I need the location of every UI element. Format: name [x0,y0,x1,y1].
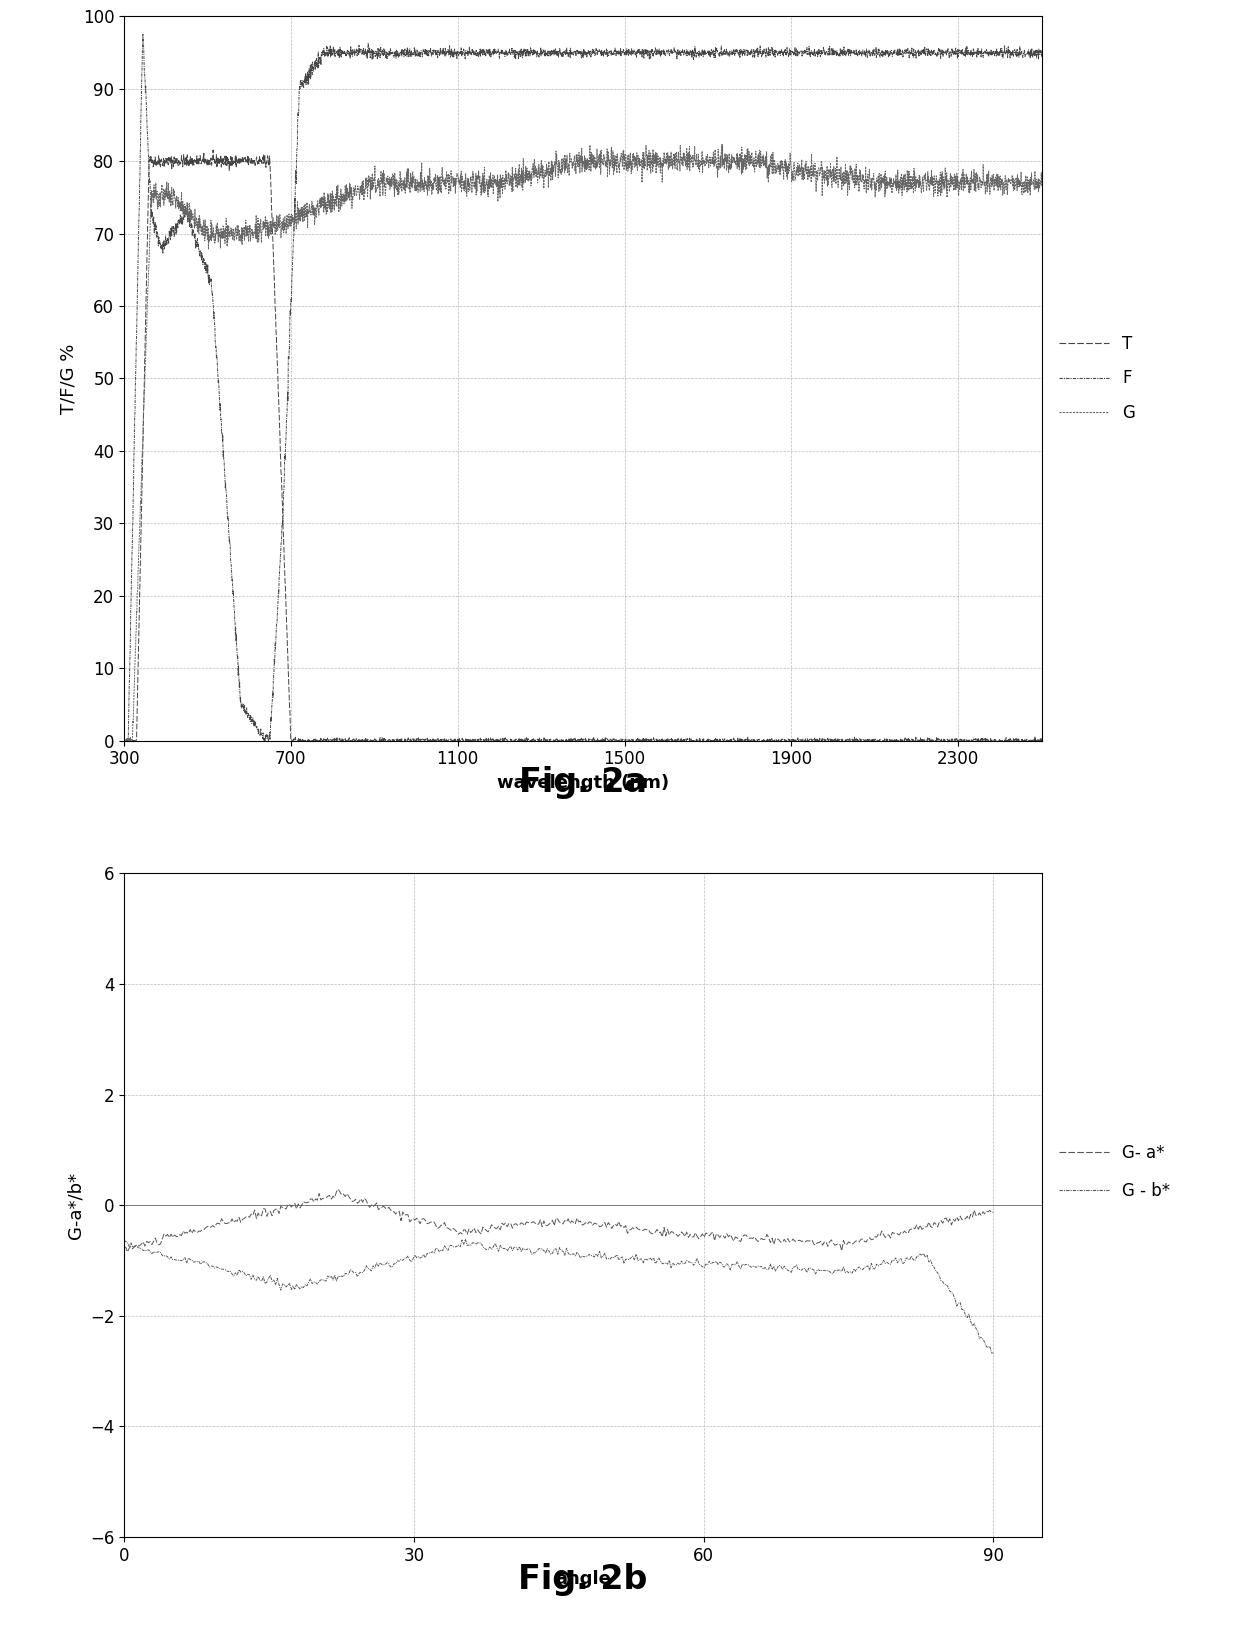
Y-axis label: T/F/G %: T/F/G % [60,344,77,414]
Legend: G- a*, G - b*: G- a*, G - b* [1059,1143,1171,1201]
Y-axis label: G-a*/b*: G-a*/b* [66,1171,84,1238]
Text: Fig. 2b: Fig. 2b [518,1563,647,1595]
X-axis label: angle: angle [554,1571,611,1589]
Legend: T, F, G: T, F, G [1059,334,1136,423]
Text: Fig. 2a: Fig. 2a [518,767,647,799]
X-axis label: wavelength (nm): wavelength (nm) [497,773,668,791]
